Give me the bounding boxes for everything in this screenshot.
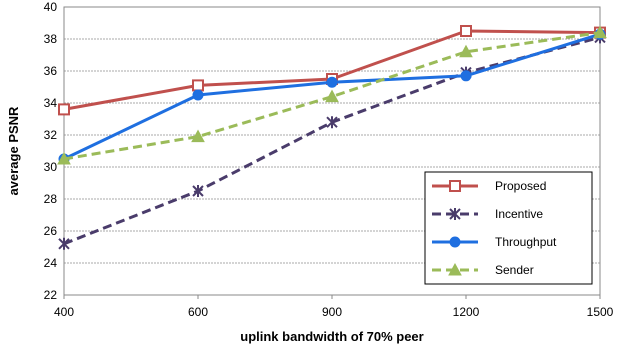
series-line-sender [63, 31, 601, 161]
y-tick-label: 22 [44, 288, 58, 302]
data-point-throughput [460, 70, 472, 82]
series-sender [57, 25, 607, 165]
y-axis-ticks: 22 24 26 28 30 32 34 36 38 40 [44, 0, 58, 302]
x-tick-label: 1200 [453, 305, 480, 319]
data-point-sender [459, 44, 473, 58]
legend-swatch-marker [448, 262, 462, 276]
data-point-sender [593, 25, 607, 39]
y-axis-label: average PSNR [6, 106, 21, 195]
series-group [57, 25, 607, 250]
legend-label: Proposed [495, 179, 546, 193]
legend-item-proposed: Proposed [432, 179, 546, 193]
legend-swatch-marker [449, 236, 461, 248]
y-tick-label: 24 [44, 256, 58, 270]
x-tick-label: 900 [322, 305, 342, 319]
x-tick-label: 600 [188, 305, 208, 319]
x-axis-ticks: 400 600 900 1200 1500 [54, 295, 614, 319]
x-tick-label: 1500 [587, 305, 614, 319]
data-point-proposed [460, 25, 472, 37]
y-tick-label: 36 [44, 64, 58, 78]
data-point-sender [325, 89, 339, 103]
legend-item-incentive: Incentive [432, 207, 543, 221]
legend: Proposed Incentive Throughput Sender [424, 171, 593, 285]
data-point-incentive [58, 237, 70, 250]
y-tick-label: 34 [44, 96, 58, 110]
data-point-sender [57, 151, 71, 165]
legend-label: Incentive [495, 207, 543, 221]
data-point-sender [191, 129, 205, 143]
legend-item-throughput: Throughput [432, 235, 557, 249]
y-tick-label: 28 [44, 192, 58, 206]
y-tick-label: 38 [44, 32, 58, 46]
y-tick-label: 32 [44, 128, 58, 142]
data-point-throughput [326, 76, 338, 88]
legend-label: Throughput [495, 235, 557, 249]
plot-area-frame [63, 6, 601, 296]
legend-label: Sender [495, 263, 534, 277]
x-tick-label: 400 [54, 305, 74, 319]
data-point-incentive [192, 185, 204, 197]
legend-swatch-marker [449, 180, 461, 192]
data-point-proposed [192, 79, 204, 92]
legend-swatch-marker [449, 208, 461, 220]
y-tick-label: 40 [44, 0, 58, 14]
data-point-throughput [192, 89, 204, 101]
data-point-incentive [326, 116, 338, 129]
y-tick-label: 26 [44, 224, 58, 238]
y-tick-label: 30 [44, 160, 58, 174]
legend-item-sender: Sender [432, 262, 534, 277]
data-point-proposed [58, 103, 70, 116]
x-axis-label: uplink bandwidth of 70% peer [240, 329, 423, 344]
